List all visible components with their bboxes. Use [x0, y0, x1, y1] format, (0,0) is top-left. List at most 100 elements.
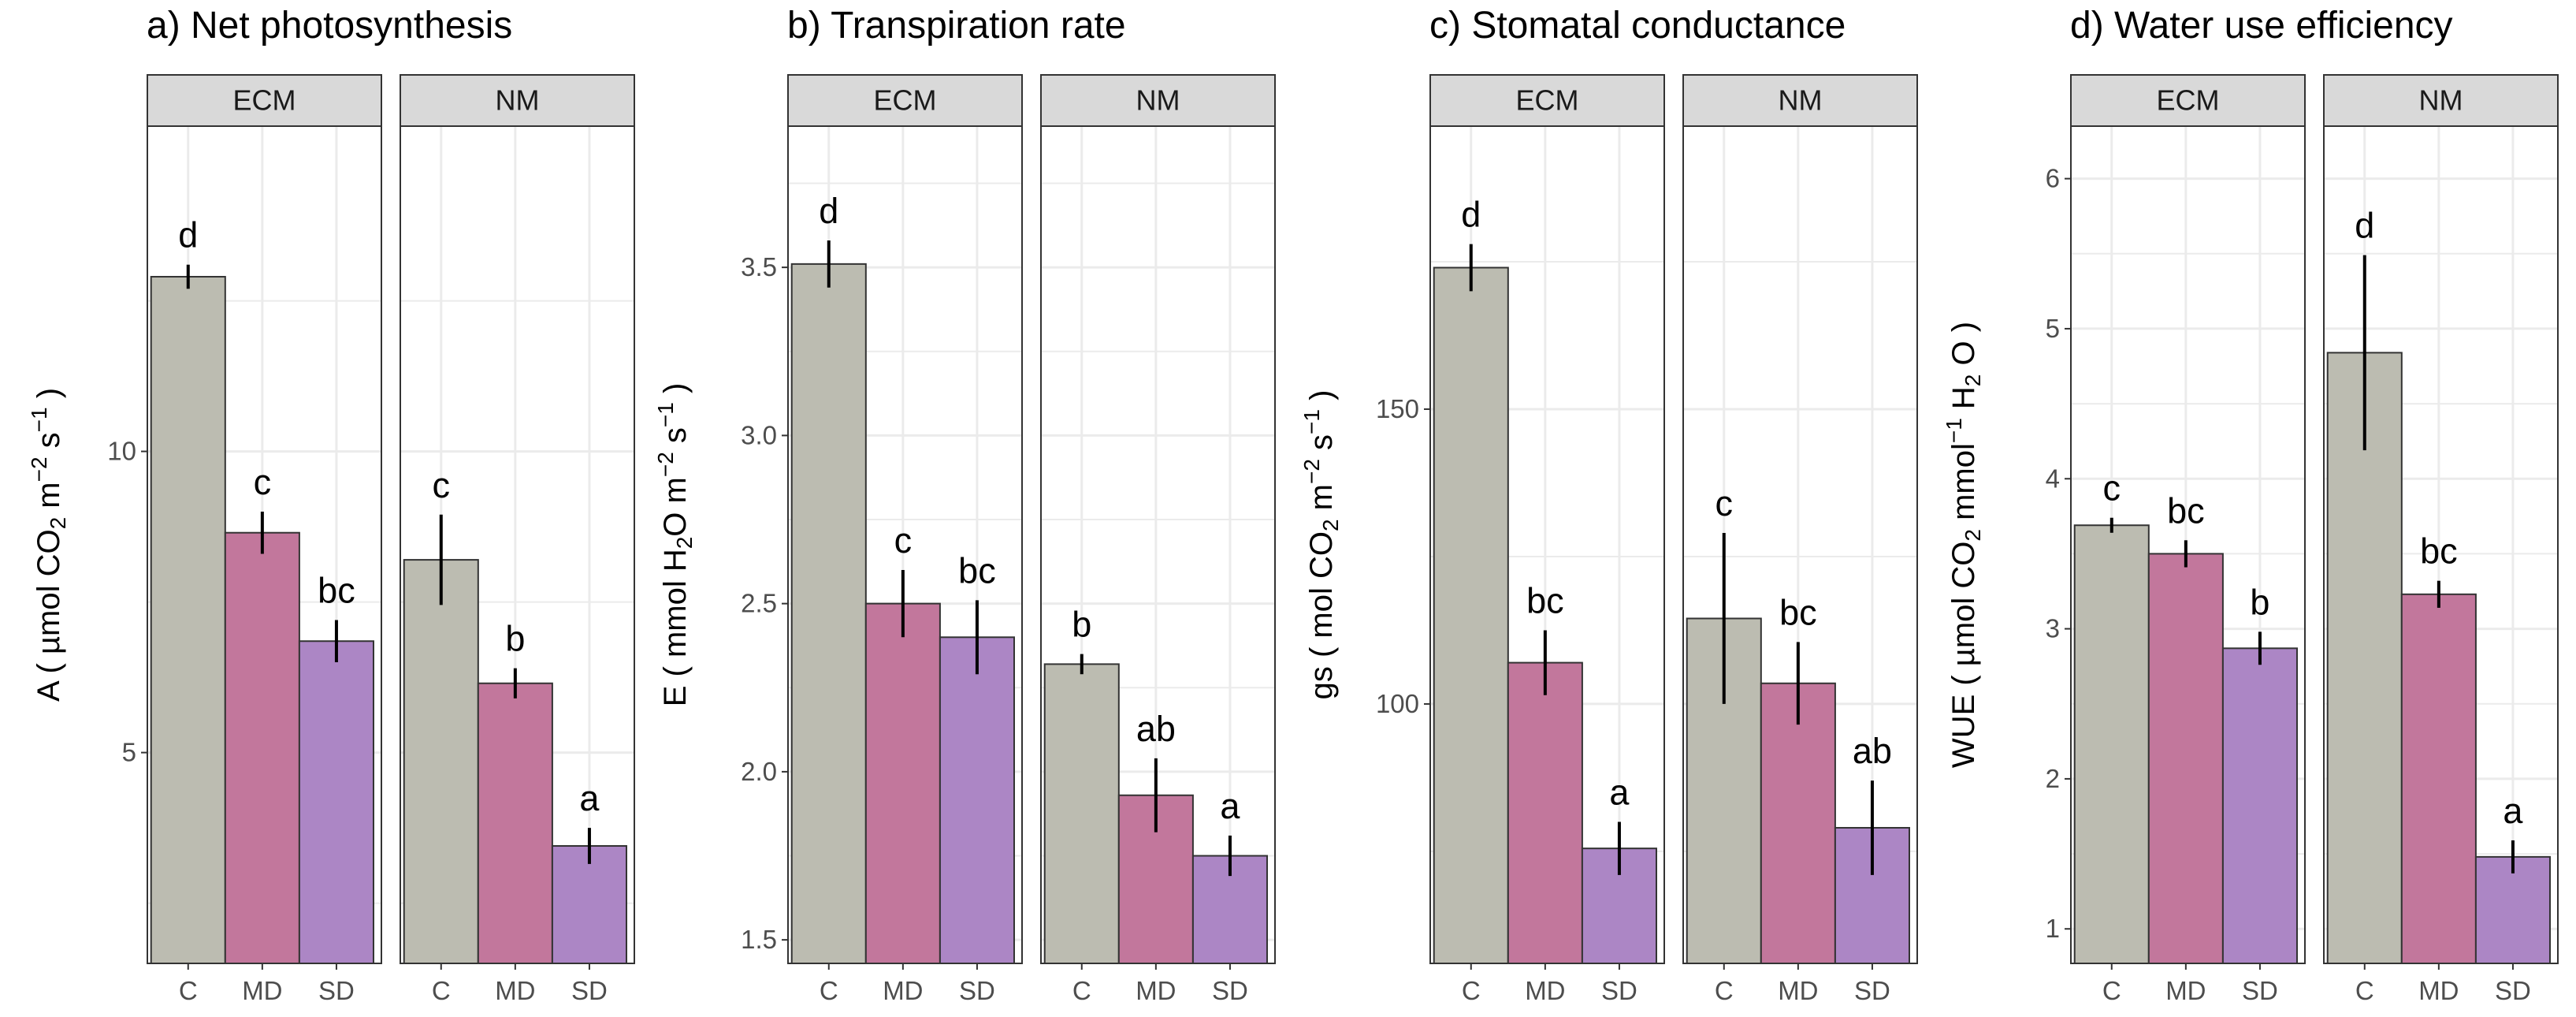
bar-c — [1043, 663, 1120, 965]
x-tick-label: SD — [2242, 976, 2278, 1005]
y-tick-label: 1.5 — [741, 925, 777, 954]
significance-label: a — [1220, 786, 1240, 826]
significance-label: d — [2355, 206, 2374, 246]
facet-strip-label: ECM — [233, 84, 296, 117]
x-tick-label: C — [1715, 976, 1734, 1005]
significance-label: a — [2503, 791, 2523, 831]
significance-label: d — [1461, 195, 1481, 235]
y-tick-label: 100 — [1376, 689, 1419, 718]
significance-label: d — [819, 191, 838, 231]
significance-label: bc — [2167, 490, 2205, 531]
significance-label: b — [505, 619, 525, 659]
y-tick-label: 3.0 — [741, 420, 777, 449]
x-tick-label: MD — [2165, 976, 2206, 1005]
significance-label: bc — [1526, 580, 1564, 620]
x-tick-label: SD — [2495, 976, 2531, 1005]
y-tick-label: 2.5 — [741, 589, 777, 618]
y-tick-label: 2.0 — [741, 757, 777, 786]
x-tick-label: MD — [1525, 976, 1565, 1005]
bar-c — [2326, 352, 2403, 964]
x-tick-label: SD — [959, 976, 995, 1005]
chart-panel-2: b) Transpiration rate E ( mmol H2O m−2 s−… — [653, 5, 1276, 1005]
significance-label: b — [2250, 582, 2269, 622]
y-tick-label: 3.5 — [741, 252, 777, 281]
y-tick-label: 2 — [2046, 764, 2060, 793]
facet-nm: NM d Cbc MD a SD — [2323, 74, 2559, 1005]
bar-c — [790, 263, 867, 964]
facet-strip-label: NM — [2419, 84, 2463, 117]
y-tick-label: 3 — [2046, 614, 2060, 643]
bar-sd — [939, 636, 1015, 965]
significance-label: c — [254, 462, 272, 502]
panel-title: b) Transpiration rate — [787, 5, 1126, 47]
bar-c — [403, 559, 479, 964]
x-tick-label: MD — [495, 976, 535, 1005]
x-tick-label: MD — [2418, 976, 2459, 1005]
panel-title: d) Water use efficiency — [2070, 5, 2453, 47]
bar-md — [864, 602, 941, 964]
bar-md — [1760, 682, 1836, 965]
facet-ecm: ECM d Cc MD bc SD — [147, 74, 382, 1005]
x-tick-label: C — [432, 976, 451, 1005]
facet-strip — [1682, 74, 1918, 127]
facet-ecm: ECM c Cbc MD b SD — [2070, 74, 2306, 1005]
x-tick-label: C — [2102, 976, 2121, 1005]
x-tick-label: MD — [883, 976, 923, 1005]
x-tick-label: SD — [571, 976, 608, 1005]
x-tick-label: C — [1462, 976, 1481, 1005]
bar-c — [2073, 524, 2150, 964]
x-tick-label: MD — [242, 976, 282, 1005]
facet-strip — [147, 74, 382, 127]
panel-border — [400, 125, 635, 964]
y-axis-title: gs ( mol CO2 m−2 s−1 ) — [1299, 390, 1343, 700]
facet-nm: NM b Cab MD a SD — [1040, 74, 1276, 1005]
facet-nm: NM c Cb MD a SD — [400, 74, 635, 1005]
significance-label: bc — [958, 550, 996, 590]
panel-border — [1040, 125, 1276, 964]
y-tick-label: 6 — [2046, 164, 2060, 193]
y-tick-label: 5 — [2046, 314, 2060, 343]
y-tick-label: 4 — [2046, 464, 2060, 493]
facet-strip-label: NM — [496, 84, 540, 117]
facet-strip — [400, 74, 635, 127]
facet-strip — [2323, 74, 2559, 127]
x-tick-label: SD — [1212, 976, 1248, 1005]
significance-label: bc — [1779, 592, 1817, 632]
bar-sd — [2221, 647, 2298, 964]
significance-label: b — [1072, 605, 1091, 645]
significance-label: ab — [1136, 709, 1176, 749]
facet-strip — [1429, 74, 1665, 127]
panel-border — [2070, 125, 2306, 964]
y-tick-label: 150 — [1376, 394, 1419, 423]
panel-border — [2323, 125, 2559, 964]
significance-label: c — [2103, 468, 2121, 508]
chart-panel-4: d) Water use efficiency WUE ( µmol CO2 mm… — [1942, 5, 2559, 1005]
x-tick-label: C — [1072, 976, 1091, 1005]
x-tick-label: SD — [1854, 976, 1890, 1005]
panel-border — [1682, 125, 1918, 964]
x-tick-label: C — [179, 976, 198, 1005]
significance-label: c — [894, 520, 913, 561]
x-tick-label: SD — [318, 976, 355, 1005]
bar-c — [1433, 266, 1509, 964]
significance-label: bc — [2420, 531, 2458, 572]
facet-strip — [787, 74, 1023, 127]
significance-label: a — [1609, 773, 1630, 813]
bar-sd — [2474, 855, 2551, 964]
chart-panel-1: a) Net photosynthesis A ( µmol CO2 m−2 s−… — [27, 5, 635, 1005]
y-tick-label: 5 — [122, 738, 136, 767]
bar-md — [2147, 553, 2224, 964]
panel-border — [147, 125, 382, 964]
bar-c — [150, 276, 226, 964]
bar-md — [477, 682, 553, 964]
significance-label: c — [1715, 483, 1734, 523]
y-tick-label: 1 — [2046, 914, 2060, 943]
panel-title: c) Stomatal conductance — [1429, 5, 1846, 47]
chart-panel-3: c) Stomatal conductance gs ( mol CO2 m−2 … — [1299, 5, 1918, 1005]
x-tick-label: MD — [1136, 976, 1176, 1005]
facet-ecm: ECM d Cc MD bc SD — [787, 74, 1023, 1005]
facet-strip-label: ECM — [1516, 84, 1579, 117]
y-axis-title: WUE ( µmol CO2 mmol−1 H2 O ) — [1942, 322, 1985, 768]
bar-sd — [298, 640, 374, 965]
